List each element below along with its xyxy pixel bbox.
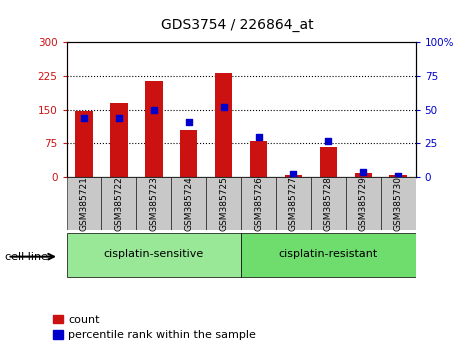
Bar: [311, 177, 346, 230]
Bar: [145, 81, 162, 177]
Bar: [241, 177, 276, 230]
Bar: [250, 141, 267, 177]
Text: GSM385727: GSM385727: [289, 176, 298, 231]
Bar: [102, 177, 136, 230]
Point: [185, 119, 192, 125]
Text: GSM385725: GSM385725: [219, 176, 228, 231]
Bar: [241, 233, 416, 277]
Bar: [276, 177, 311, 230]
Point: [150, 107, 158, 113]
Bar: [66, 177, 102, 230]
Text: GSM385726: GSM385726: [254, 176, 263, 231]
Text: GSM385730: GSM385730: [394, 176, 403, 231]
Text: GSM385728: GSM385728: [324, 176, 333, 231]
Bar: [354, 173, 372, 177]
Bar: [136, 177, 171, 230]
Bar: [206, 177, 241, 230]
Bar: [180, 130, 198, 177]
Bar: [381, 177, 416, 230]
Text: GSM385722: GSM385722: [114, 176, 124, 231]
Text: GSM385723: GSM385723: [149, 176, 158, 231]
Point: [220, 104, 228, 110]
Text: cisplatin-sensitive: cisplatin-sensitive: [104, 249, 204, 259]
Bar: [346, 177, 381, 230]
Point: [80, 115, 88, 121]
Point: [255, 134, 262, 139]
Bar: [285, 175, 302, 177]
Bar: [110, 103, 128, 177]
Text: GSM385721: GSM385721: [79, 176, 88, 231]
Point: [115, 115, 123, 121]
Bar: [390, 175, 407, 177]
Bar: [66, 233, 241, 277]
Bar: [75, 111, 93, 177]
Bar: [171, 177, 206, 230]
Bar: [215, 73, 232, 177]
Text: GSM385724: GSM385724: [184, 176, 193, 231]
Point: [360, 169, 367, 175]
Text: GSM385729: GSM385729: [359, 176, 368, 231]
Point: [324, 138, 332, 143]
Point: [290, 171, 297, 177]
Text: cell line: cell line: [5, 252, 48, 262]
Point: [394, 173, 402, 178]
Text: cisplatin-resistant: cisplatin-resistant: [279, 249, 378, 259]
Legend: count, percentile rank within the sample: count, percentile rank within the sample: [48, 310, 261, 345]
Text: GDS3754 / 226864_at: GDS3754 / 226864_at: [161, 18, 314, 32]
Bar: [320, 147, 337, 177]
